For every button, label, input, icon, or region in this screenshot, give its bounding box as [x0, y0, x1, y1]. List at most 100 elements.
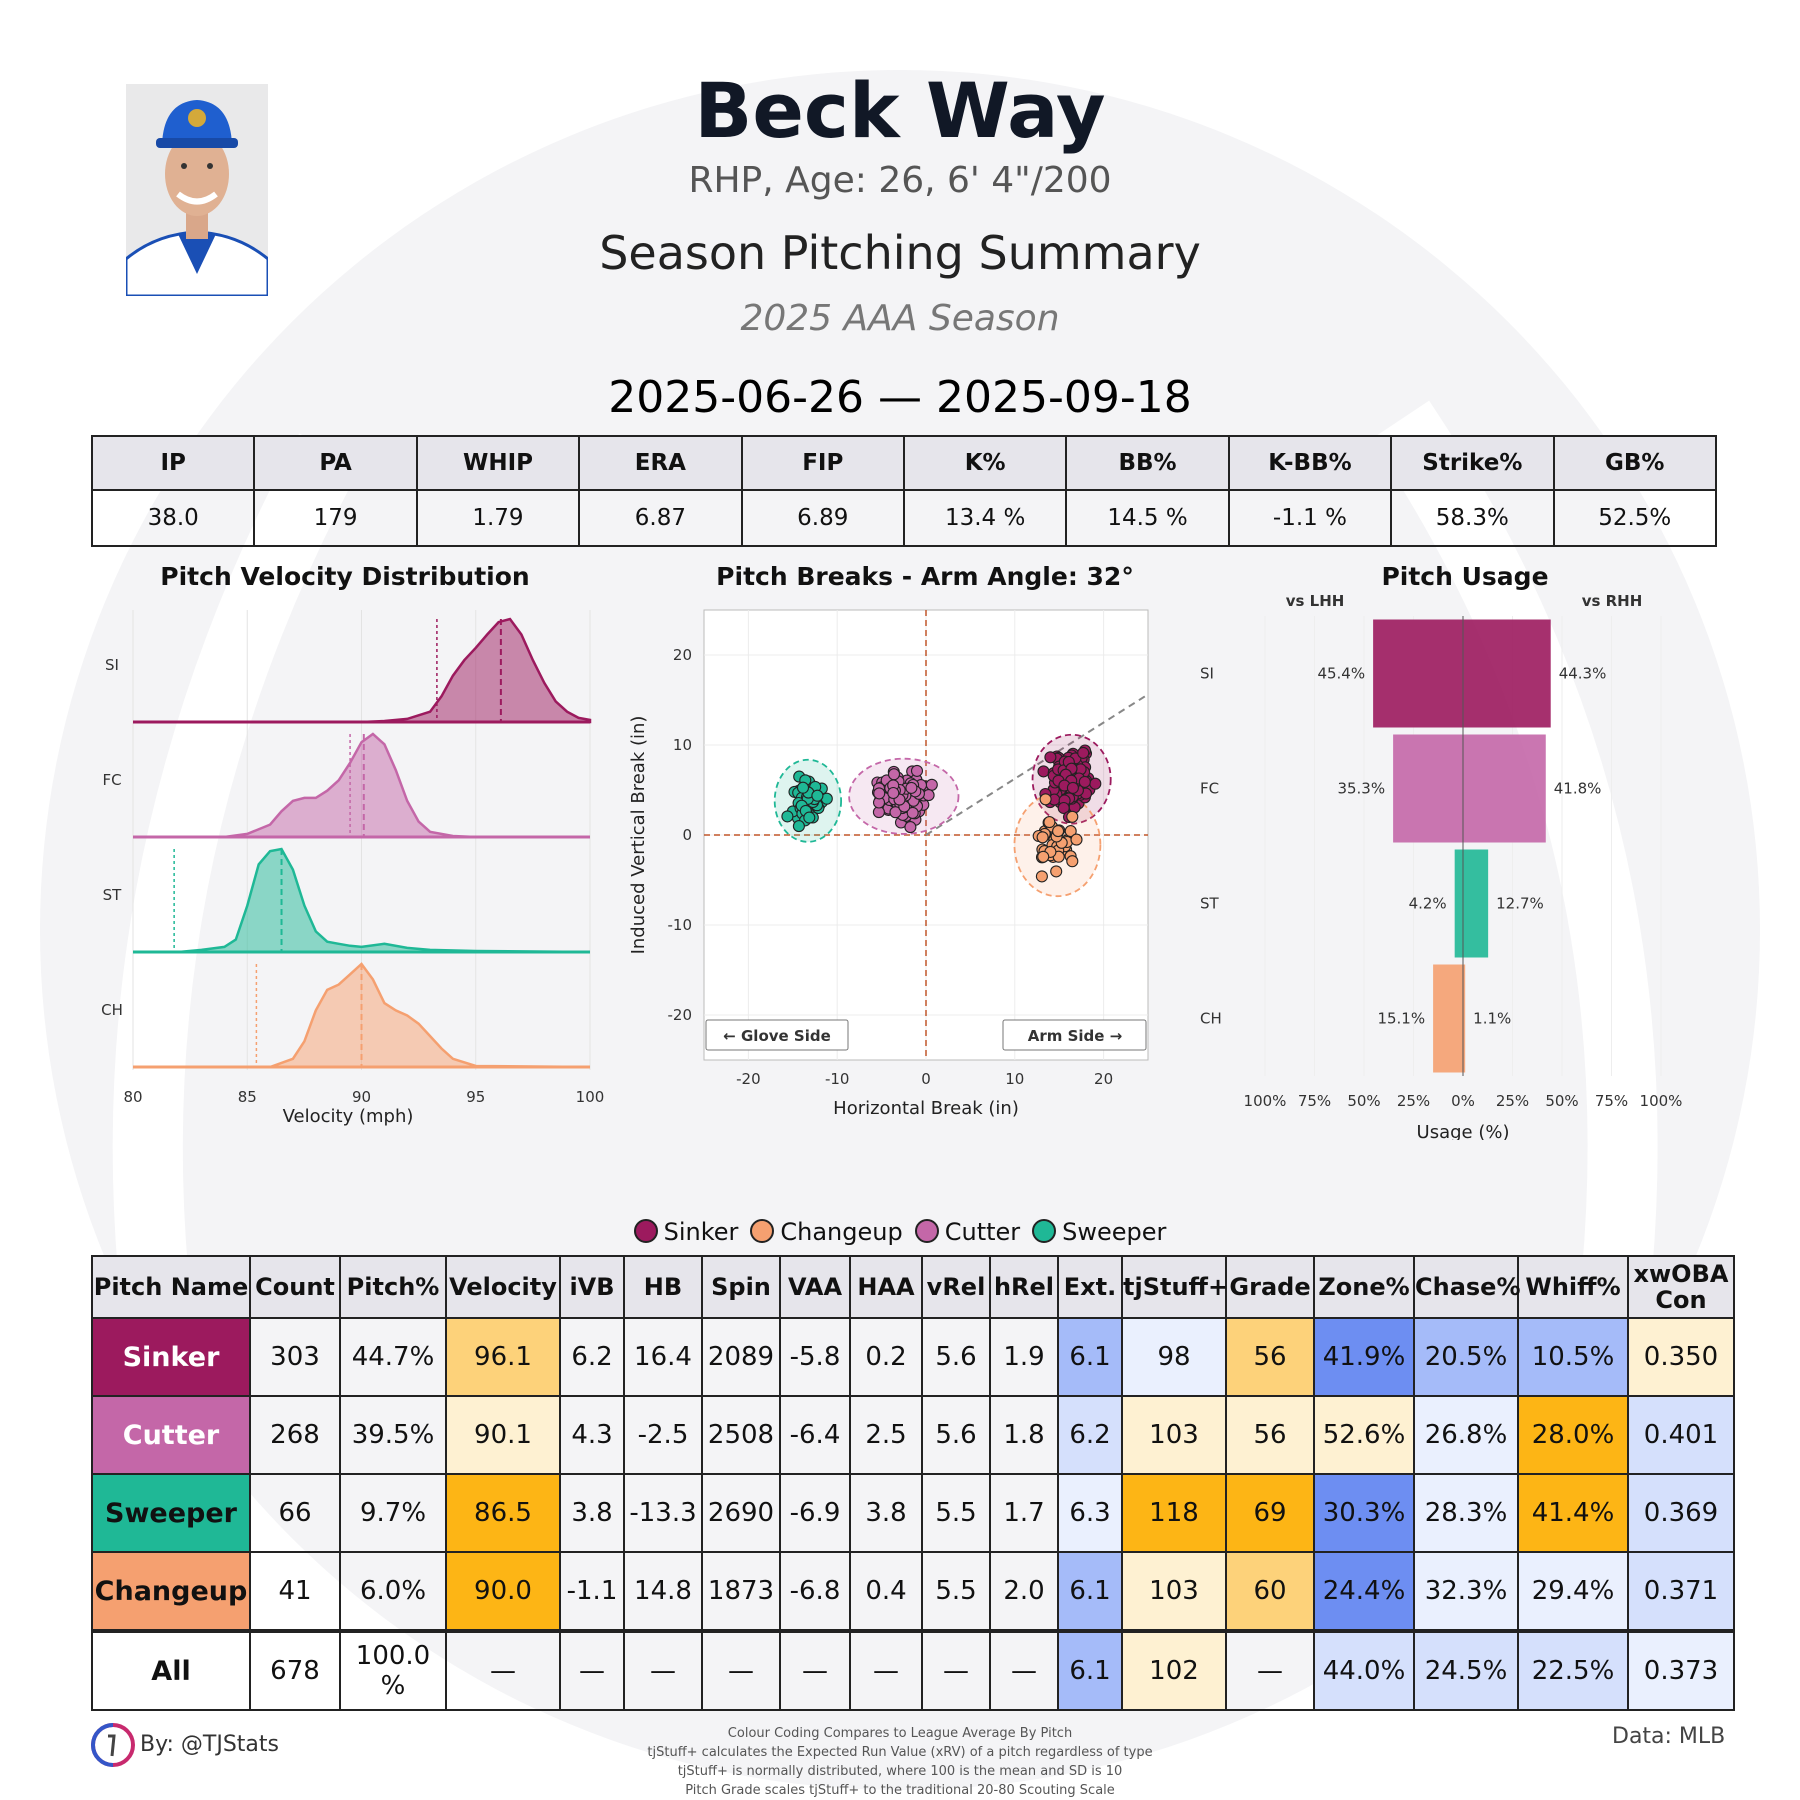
legend-item-sinker: Sinker	[633, 1218, 738, 1246]
break-y-tick: -10	[668, 916, 693, 934]
break-point-si	[1066, 781, 1079, 794]
stat-header-strike-: Strike%	[1390, 435, 1555, 491]
velocity-density-st	[133, 847, 591, 954]
pitch-metric-cell: 28.3%	[1413, 1473, 1519, 1553]
legend-item-cutter: Cutter	[914, 1218, 1021, 1246]
player-photo	[126, 84, 268, 296]
break-point-fc	[925, 778, 938, 791]
break-chart-title: Pitch Breaks - Arm Angle: 32°	[716, 562, 1134, 591]
footer-notes: Colour Coding Compares to League Average…	[0, 1724, 1800, 1800]
footer-attribution: By: @TJStats	[140, 1732, 280, 1757]
pitch-metric-cell: 41	[249, 1551, 341, 1632]
break-point-fc	[887, 786, 900, 800]
player-name: Beck Way	[694, 66, 1106, 155]
footer-note: tjStuff+ calculates the Expected Run Val…	[647, 1745, 1153, 1760]
legend-label: Changeup	[780, 1218, 903, 1246]
break-point-st	[781, 810, 794, 823]
usage-bar-lhh-si	[1373, 619, 1463, 728]
usage-x-tick: 100%	[1244, 1092, 1287, 1110]
season-stats-header-row: IP PA WHIP ERA FIP K% BB% K-BB% Strike% GB%	[90, 435, 1718, 491]
pitch-name-cell: Sweeper	[91, 1473, 251, 1553]
legend-label: Cutter	[944, 1218, 1021, 1246]
pitch-metric-cell: 2.5	[849, 1395, 923, 1475]
footer-note: Pitch Grade scales tjStuff+ to the tradi…	[685, 1783, 1115, 1798]
pitch-metric-cell: 102	[1121, 1630, 1227, 1711]
pitch-metric-cell: 44.0%	[1313, 1630, 1415, 1711]
pitch-metric-cell: -5.8	[779, 1317, 851, 1397]
pitch-metric-cell: 22.5%	[1517, 1630, 1629, 1711]
break-y-axis-label: Induced Vertical Break (in)	[628, 716, 649, 955]
break-point-fc	[904, 821, 917, 834]
pitch-col-header: HAA	[849, 1255, 923, 1319]
velocity-x-tick: 100	[576, 1088, 605, 1106]
pitch-metric-cell: 303	[249, 1317, 341, 1397]
usage-bar-rhh-st	[1463, 849, 1489, 958]
footer-note: Colour Coding Compares to League Average…	[727, 1726, 1073, 1741]
pitch-name-cell: Sinker	[91, 1317, 251, 1397]
velocity-chart-title: Pitch Velocity Distribution	[160, 562, 530, 591]
velocity-x-axis-label: Velocity (mph)	[283, 1106, 414, 1127]
pitch-row-all: All 678 100.0 % — — — — — — — —6.1 102—44.0% 24.5% 22…	[91, 1630, 1735, 1711]
break-point-st	[803, 811, 816, 824]
break-point-ch	[1036, 831, 1049, 844]
pitch-col-header: Pitch Name	[91, 1255, 251, 1319]
velocity-row-label: SI	[105, 656, 119, 674]
pitch-col-header: hRel	[989, 1255, 1059, 1319]
break-point-si	[1089, 777, 1102, 790]
pitch-metric-cell: 0.369	[1627, 1473, 1735, 1553]
pitch-metric-cell: 41.9%	[1313, 1317, 1415, 1397]
pitch-col-header: HB	[623, 1255, 703, 1319]
stat-value-k-: 13.4 %	[902, 489, 1068, 547]
velocity-distribution-chart: 80 85 90 95 100 SI FC ST CH Velocity (mph)	[101, 610, 605, 1127]
break-point-si	[1037, 765, 1050, 778]
break-point-fc	[910, 764, 924, 777]
pitch-row-changeup: Changeup 41 6.0% 90.0 -1.1 14.8 1873 -6.8 0.4 5.5…	[91, 1551, 1735, 1632]
usage-bar-rhh-si	[1463, 619, 1551, 728]
stat-value-pa: 179	[253, 489, 418, 547]
pitch-metric-cell: 6.2	[1057, 1395, 1123, 1475]
pitch-metric-cell: 28.0%	[1517, 1395, 1629, 1475]
pitch-metric-cell: 0.373	[1627, 1630, 1735, 1711]
arm-angle-line	[925, 693, 1149, 836]
pitch-metric-cell: —	[623, 1630, 703, 1711]
pitch-metric-cell: —	[849, 1630, 923, 1711]
velocity-density-fc	[133, 732, 590, 839]
velocity-x-tick: 90	[352, 1088, 371, 1106]
glove-side-annotation: ← Glove Side	[705, 1019, 849, 1051]
pitch-metric-cell: 29.4%	[1517, 1551, 1629, 1632]
legend-item-sweeper: Sweeper	[1032, 1218, 1166, 1246]
break-x-tick: 10	[1005, 1070, 1024, 1088]
pitch-metric-cell: 3.8	[559, 1473, 625, 1553]
usage-x-tick: 50%	[1347, 1092, 1380, 1110]
break-point-st	[811, 789, 824, 802]
break-point-fc	[889, 806, 902, 819]
break-point-ch	[1037, 850, 1050, 863]
legend-label: Sweeper	[1062, 1218, 1167, 1246]
pitch-metric-cell: 6.2	[559, 1317, 625, 1397]
usage-left-label: vs LHH	[1286, 592, 1345, 610]
break-y-tick: 0	[682, 826, 692, 844]
usage-x-tick: 75%	[1298, 1092, 1331, 1110]
pitch-col-header: xwOBA Con	[1627, 1255, 1735, 1319]
break-x-tick: 0	[921, 1070, 931, 1088]
pitch-metric-cell: —	[559, 1630, 625, 1711]
pitch-metric-cell: 9.7%	[339, 1473, 447, 1553]
pitch-col-header: Grade	[1225, 1255, 1315, 1319]
pitch-col-header: Count	[249, 1255, 341, 1319]
pitch-name-cell: All	[91, 1630, 251, 1711]
break-point-si	[1077, 746, 1090, 759]
pitch-metric-cell: 6.3	[1057, 1473, 1123, 1553]
pitch-metric-cell: 103	[1121, 1551, 1227, 1632]
velocity-x-tick: 85	[238, 1088, 257, 1106]
usage-value-rhh: 44.3%	[1559, 665, 1607, 683]
velocity-row-label: ST	[103, 886, 123, 904]
pitch-name-cell: Cutter	[91, 1395, 251, 1475]
legend-item-changeup: Changeup	[750, 1218, 903, 1246]
pitch-metric-cell: 103	[1121, 1395, 1227, 1475]
usage-row-label: ST	[1200, 895, 1220, 913]
pitch-table-header-row: Pitch Name Count Pitch% Velocity iVB HB Spin VA…	[91, 1255, 1735, 1319]
usage-value-rhh: 1.1%	[1473, 1010, 1511, 1028]
break-point-ch	[1043, 816, 1056, 829]
usage-bar-rhh-ch	[1463, 964, 1466, 1073]
break-point-fc	[906, 806, 919, 819]
